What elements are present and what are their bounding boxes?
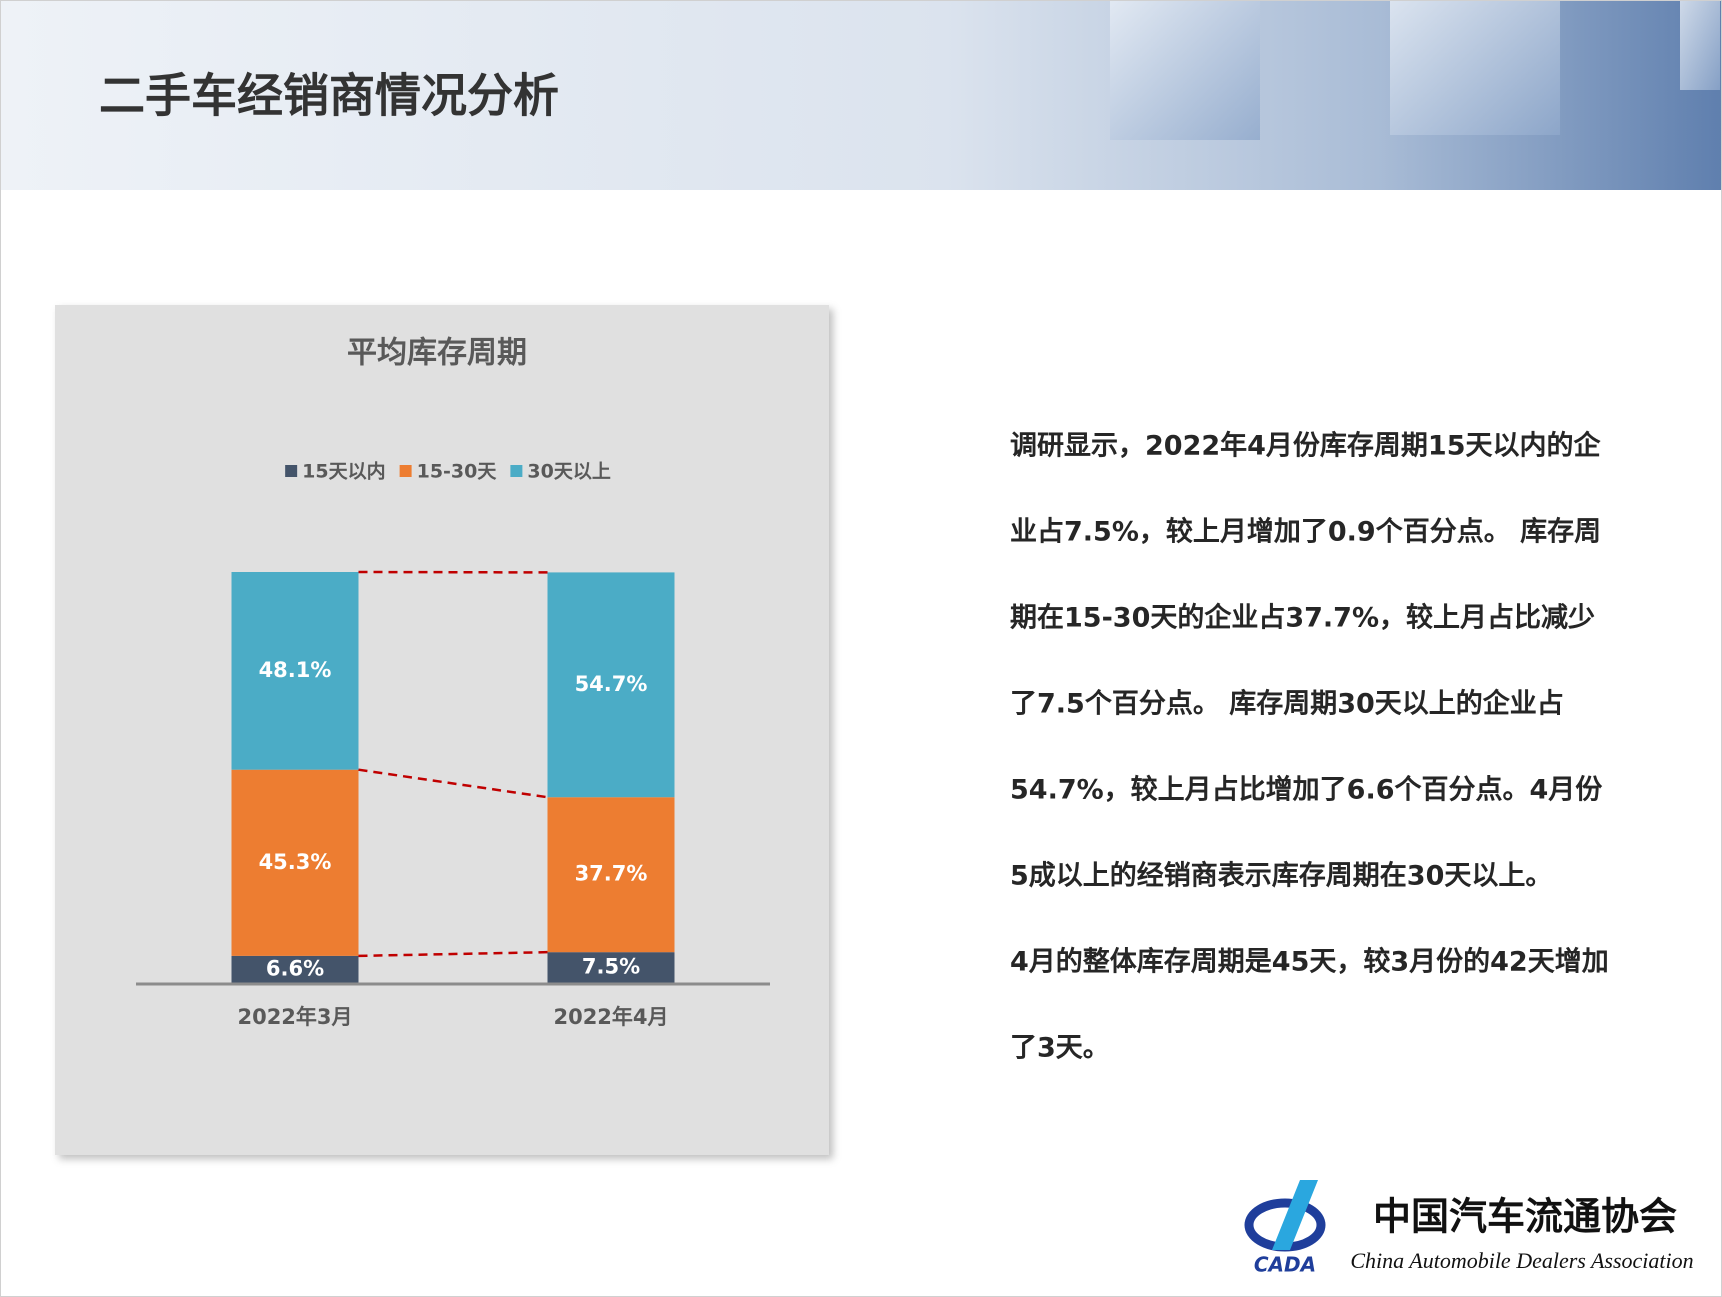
page-title: 二手车经销商情况分析 [99, 69, 559, 123]
bar-segment [231, 955, 359, 983]
data-label: 48.1% [259, 658, 332, 682]
data-label: 54.7% [575, 672, 648, 696]
paragraph: 调研显示，2022年4月份库存周期15天以内的企业占7.5%，较上月增加了0.9… [1010, 430, 1609, 1064]
bar-segment [547, 952, 675, 983]
legend-label: 30天以上 [527, 461, 610, 483]
chart-title: 平均库存周期 [347, 336, 527, 371]
logo-name: 中国汽车流通协会 [1373, 1195, 1677, 1239]
data-label: 45.3% [259, 850, 332, 874]
paragraph-line: 期在15-30天的企业占37.7%，较上月占比减少 [1010, 602, 1595, 634]
x-tick-label: 2022年3月 [237, 1005, 352, 1029]
data-label: 6.6% [266, 956, 324, 980]
legend-swatch [399, 465, 412, 477]
chart-panel [55, 305, 829, 1155]
header-cube [1680, 0, 1720, 90]
plot: 6.6% 45.3% 48.1% 2022年3月 7.5% 37.7% 54.7% 2022年… [231, 570, 675, 1029]
header-cube [1110, 0, 1260, 140]
logo-stroke [1272, 1180, 1318, 1250]
legend: 15天以内 15-30天 30天以上 [285, 460, 611, 483]
bar-segment [547, 797, 675, 953]
paragraph-line: 业占7.5%，较上月增加了0.9个百分点。 库存周 [1010, 516, 1601, 548]
bar-segment [231, 769, 359, 956]
legend-swatch [285, 465, 298, 477]
paragraph-line: 了3天。 [1010, 1033, 1110, 1064]
paragraph-line: 调研显示，2022年4月份库存周期15天以内的企 [1010, 430, 1602, 462]
connector-line [358, 768, 548, 799]
legend-label: 15-30天 [417, 461, 498, 483]
logo: CADA 中国汽车流通协会 China Automobile Dealers A… [1244, 1180, 1694, 1277]
legend-swatch [510, 465, 523, 477]
paragraph-line: 了7.5个百分点。 库存周期30天以上的企业占 [1010, 688, 1564, 720]
connector-line [358, 950, 548, 958]
bar-segment [547, 572, 675, 798]
paragraph-line: 4月的整体库存周期是45天，较3月份的42天增加 [1010, 946, 1609, 978]
paragraph-line: 54.7%，较上月占比增加了6.6个百分点。4月份 [1010, 774, 1602, 806]
logo-english: China Automobile Dealers Association [1350, 1248, 1693, 1273]
paragraph-line: 5成以上的经销商表示库存周期在30天以上。 [1010, 860, 1552, 892]
header-cube [1390, 0, 1560, 135]
bar-segment [231, 572, 359, 770]
x-tick-label: 2022年4月 [553, 1005, 668, 1029]
logo-abbr: CADA [1254, 1253, 1316, 1277]
data-label: 37.7% [575, 862, 648, 886]
data-label: 7.5% [582, 955, 640, 979]
legend-label: 15天以内 [302, 460, 385, 483]
